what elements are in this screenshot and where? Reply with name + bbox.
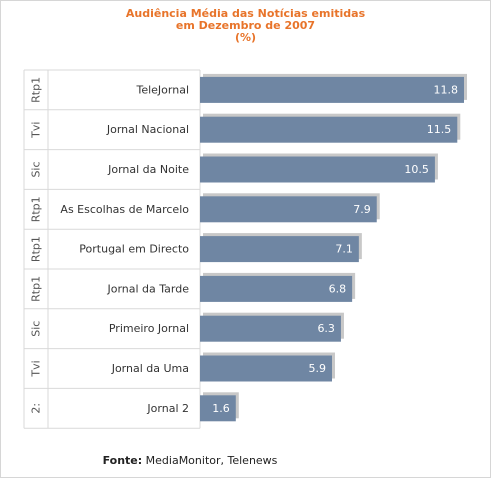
value-label: 10.5 <box>404 163 429 176</box>
bar <box>200 355 332 382</box>
value-label: 5.9 <box>309 362 327 375</box>
source-label: Fonte: <box>102 454 143 467</box>
value-label: 7.1 <box>335 243 353 256</box>
category-label: As Escolhas de Marcelo <box>60 203 189 216</box>
chart-source: Fonte: MediaMonitor, Telenews <box>0 454 380 467</box>
channel-label: Sic <box>30 321 43 337</box>
category-label: Jornal 2 <box>146 402 189 415</box>
bar <box>200 116 458 143</box>
bar <box>200 76 464 103</box>
category-label: Jornal da Uma <box>111 362 189 375</box>
value-label: 11.8 <box>434 83 459 96</box>
channel-label: Rtp1 <box>30 196 43 222</box>
channel-label: Sic <box>30 161 43 177</box>
category-label: Jornal da Noite <box>107 163 189 176</box>
chart-title: Audiência Média das Notícias emitidas em… <box>0 8 491 44</box>
value-label: 6.3 <box>317 322 335 335</box>
bar <box>200 156 435 183</box>
value-label: 1.6 <box>212 402 230 415</box>
chart-title-line-2: em Dezembro de 2007 <box>175 19 316 32</box>
bar <box>200 315 341 342</box>
bar <box>200 236 359 263</box>
channel-label: Rtp1 <box>30 276 43 302</box>
channel-label: Tvi <box>30 360 43 377</box>
value-label: 6.8 <box>329 282 347 295</box>
channel-label: Rtp1 <box>30 236 43 262</box>
bar <box>200 275 353 302</box>
chart-title-line-1: Audiência Média das Notícias emitidas <box>125 7 366 20</box>
channel-label: Rtp1 <box>30 77 43 103</box>
channel-label: 2: <box>30 403 43 414</box>
category-label: Primeiro Jornal <box>109 322 189 335</box>
value-label: 7.9 <box>353 203 371 216</box>
channel-label: Tvi <box>30 122 43 139</box>
bar <box>200 196 377 223</box>
bar <box>200 395 236 422</box>
source-text: MediaMonitor, Telenews <box>142 454 278 467</box>
category-label: Jornal Nacional <box>106 123 189 136</box>
chart-title-line-3: (%) <box>234 31 257 44</box>
category-label: Portugal em Directo <box>79 243 189 256</box>
category-label: TeleJornal <box>135 83 189 96</box>
category-label: Jornal da Tarde <box>106 282 189 295</box>
value-label: 11.5 <box>427 123 452 136</box>
